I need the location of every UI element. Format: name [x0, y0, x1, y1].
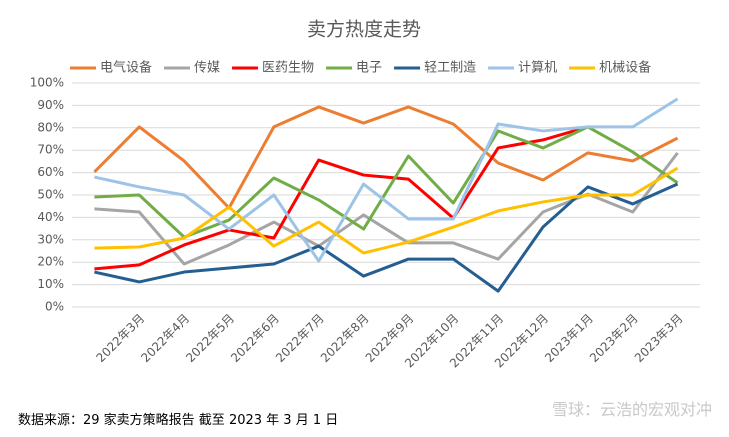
y-tick-label: 80% — [37, 120, 64, 134]
watermark: 雪球：云浩的宏观对冲 — [552, 400, 712, 419]
series-line — [94, 182, 679, 293]
legend-label: 电子 — [356, 61, 382, 76]
legend-label: 医药生物 — [262, 61, 314, 76]
legend-label: 机械设备 — [599, 60, 651, 76]
chart-title: 卖方热度走势 — [307, 19, 421, 41]
y-tick-label: 100% — [30, 76, 64, 90]
y-tick-label: 60% — [37, 165, 64, 179]
y-tick-label: 30% — [37, 232, 64, 246]
x-tick-label: 2023年3月 — [632, 311, 686, 365]
series-line — [94, 125, 589, 271]
series-line — [94, 97, 679, 263]
series-line — [93, 105, 679, 210]
legend-label: 轻工制造 — [424, 61, 476, 76]
y-tick-label: 90% — [37, 98, 64, 112]
y-tick-label: 50% — [37, 188, 64, 202]
y-tick-label: 40% — [37, 210, 64, 224]
y-tick-label: 10% — [37, 277, 64, 291]
legend-label: 电气设备 — [100, 60, 152, 76]
legend-label: 计算机 — [518, 61, 557, 76]
series-line — [94, 125, 679, 239]
y-tick-label: 70% — [37, 143, 64, 157]
source-note: 数据来源：29 家卖方策略报告 截至 2023 年 3 月 1 日 — [18, 412, 338, 428]
y-tick-label: 20% — [37, 255, 64, 269]
y-tick-label: 0% — [45, 300, 64, 314]
legend-label: 传媒 — [194, 61, 220, 76]
series-line — [94, 166, 679, 255]
